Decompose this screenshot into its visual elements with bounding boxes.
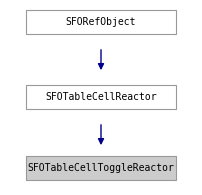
FancyBboxPatch shape xyxy=(26,156,175,180)
Text: SFOTableCellReactor: SFOTableCellReactor xyxy=(45,92,156,102)
FancyBboxPatch shape xyxy=(26,10,175,34)
Text: SFORefObject: SFORefObject xyxy=(65,17,136,27)
Text: SFOTableCellToggleReactor: SFOTableCellToggleReactor xyxy=(27,163,174,173)
FancyBboxPatch shape xyxy=(26,85,175,109)
